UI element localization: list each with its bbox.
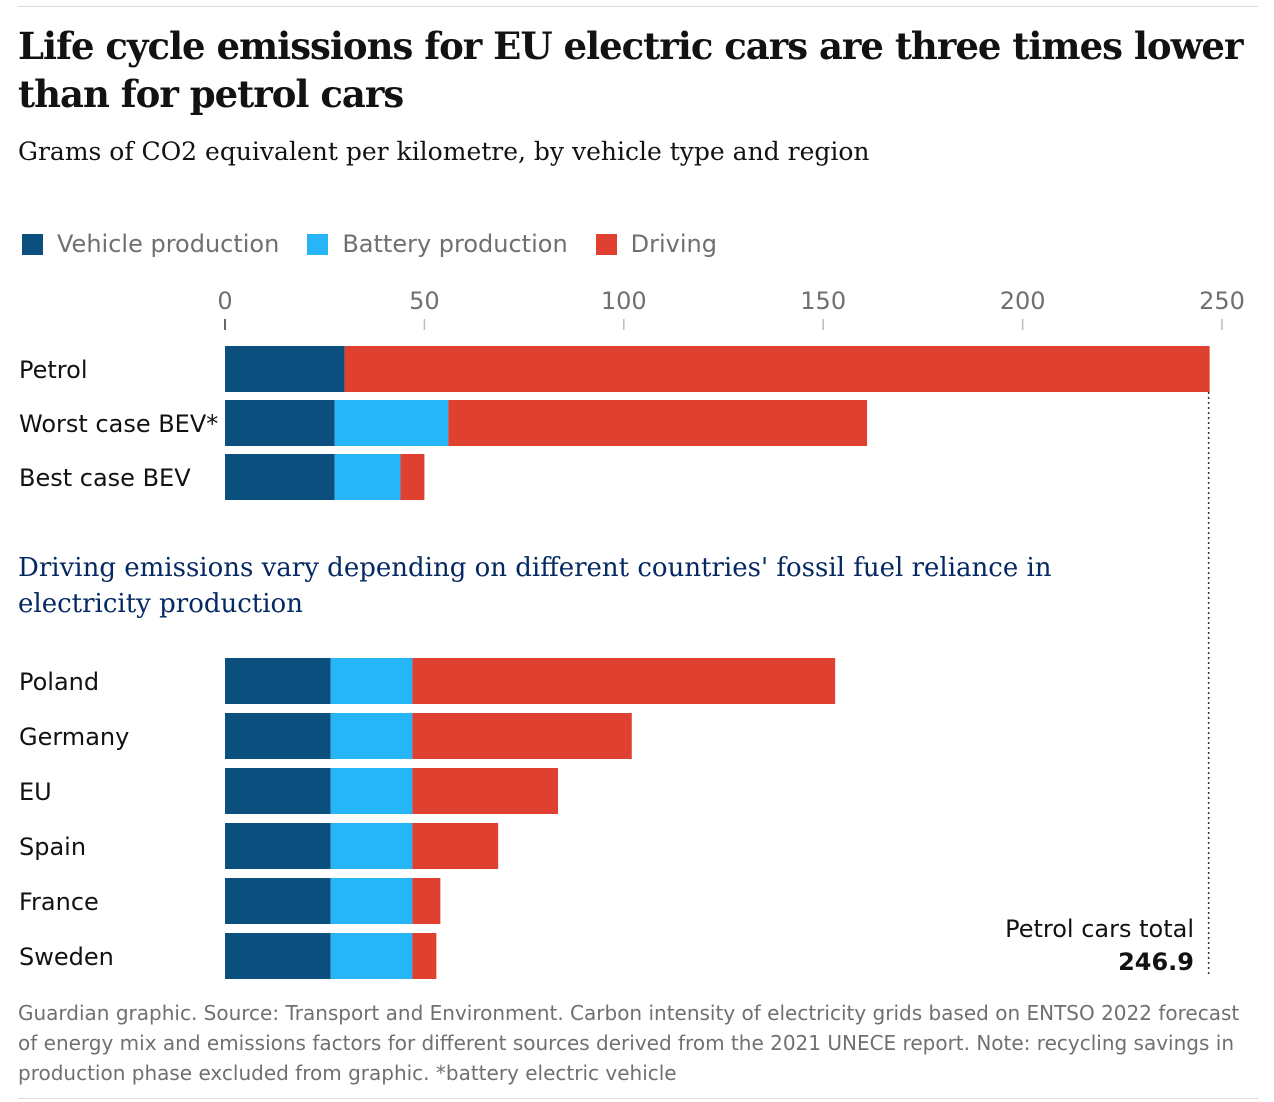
x-tick-label: 150 [800, 287, 846, 315]
legend-swatch [307, 233, 329, 255]
bar-segment [330, 658, 413, 704]
bar-segment [400, 454, 425, 500]
legend-label: Vehicle production [57, 230, 280, 258]
category-label: Petrol [19, 356, 87, 384]
bar-segment [225, 768, 331, 814]
category-label: Best case BEV [19, 464, 191, 492]
category-label: Worst case BEV* [19, 410, 218, 438]
category-label: Germany [19, 723, 129, 751]
chart-title: Life cycle emissions for EU electric car… [18, 24, 1243, 116]
legend: Vehicle production Battery production Dr… [22, 230, 745, 258]
bar-segment [330, 878, 413, 924]
bar-segment [330, 823, 413, 869]
bar-segment [412, 713, 632, 759]
category-label: Sweden [19, 943, 114, 971]
category-label: Poland [19, 668, 99, 696]
bar-segment [225, 454, 335, 500]
category-label: Spain [19, 833, 86, 861]
legend-label: Driving [630, 230, 717, 258]
x-tick-label: 100 [601, 287, 647, 315]
x-tick-label: 250 [1199, 287, 1245, 315]
legend-item-vehicle-production: Vehicle production [22, 230, 279, 258]
bar-segment [412, 823, 499, 869]
bar-segment [330, 933, 413, 979]
bar-segment [330, 713, 413, 759]
bar-segment [412, 768, 558, 814]
legend-swatch [22, 233, 43, 255]
x-tick-label: 50 [409, 287, 440, 315]
bar-segment [334, 400, 449, 446]
bar-segment [225, 878, 331, 924]
category-label: EU [19, 778, 52, 806]
bar-segment [344, 346, 1210, 392]
bar-segment [225, 933, 331, 979]
top-rule [18, 6, 1258, 7]
source-note: Guardian graphic. Source: Transport and … [18, 1001, 1240, 1085]
x-tick-label: 200 [1000, 287, 1046, 315]
x-tick-label: 0 [217, 287, 232, 315]
bar-segment [334, 454, 401, 500]
reference-annotation: Petrol cars total 246.9 [1005, 913, 1194, 979]
bar-segment [412, 878, 441, 924]
reference-value: 246.9 [1118, 948, 1194, 976]
legend-swatch [595, 233, 617, 255]
bar-segment [225, 346, 345, 392]
bar-segment [225, 400, 335, 446]
section-heading: Driving emissions vary depending on diff… [18, 553, 1052, 619]
bottom-rule [18, 1098, 1258, 1099]
legend-item-battery-production: Battery production [307, 230, 568, 258]
bar-segment [448, 400, 868, 446]
legend-item-driving: Driving [595, 230, 717, 258]
bar-segment [225, 658, 331, 704]
legend-label: Battery production [342, 230, 568, 258]
bar-segment [412, 658, 836, 704]
bar-segment [412, 933, 437, 979]
bar-segment [330, 768, 413, 814]
chart-subtitle: Grams of CO2 equivalent per kilometre, b… [18, 137, 870, 166]
bar-segment [225, 823, 331, 869]
reference-label: Petrol cars total [1005, 915, 1194, 943]
category-label: France [19, 888, 99, 916]
bar-segment [225, 713, 331, 759]
